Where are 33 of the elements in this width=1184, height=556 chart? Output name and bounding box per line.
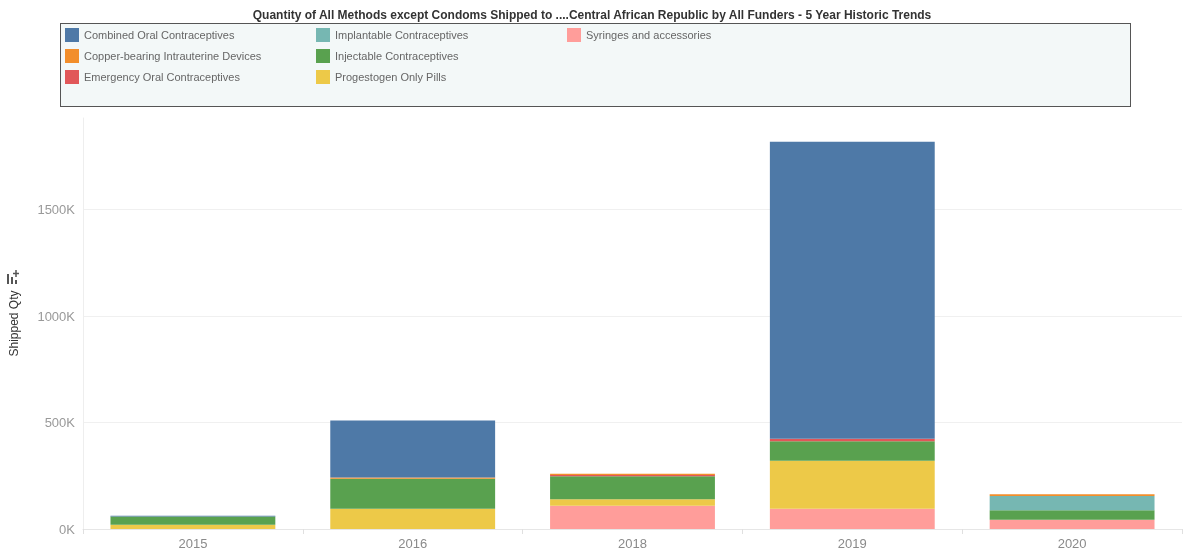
bar — [550, 476, 715, 500]
bar — [769, 441, 935, 461]
bar — [769, 460, 935, 509]
bar — [989, 495, 1155, 511]
y-tick-label: 500K — [44, 415, 76, 431]
y-tick-label: 1500K — [37, 202, 76, 218]
y-tick-label: 0K — [59, 521, 76, 537]
y-axis-title: Shipped Qty — [7, 290, 21, 357]
bar — [769, 508, 935, 529]
bar — [989, 510, 1155, 520]
x-tick-label: 2020 — [1057, 536, 1087, 551]
bar — [330, 420, 496, 478]
legend-label: Combined Oral Contraceptives — [84, 29, 235, 41]
legend-label: Progestogen Only Pills — [335, 71, 447, 83]
y-tick-label: 1000K — [37, 308, 76, 324]
x-tick-label: 2016 — [398, 536, 428, 551]
bar — [110, 516, 276, 525]
x-tick-label: 2015 — [178, 536, 208, 551]
bar — [989, 519, 1155, 529]
bar — [550, 505, 715, 529]
bar — [550, 499, 715, 506]
legend-label: Implantable Contraceptives — [335, 29, 469, 41]
legend-label: Copper-bearing Intrauterine Devices — [84, 50, 262, 62]
x-tick-label: 2019 — [837, 536, 867, 551]
x-tick-label: 2018 — [618, 536, 647, 551]
bar — [330, 478, 496, 509]
legend-label: Injectable Contraceptives — [335, 50, 460, 62]
legend-label: Emergency Oral Contraceptives — [84, 71, 241, 83]
bar — [769, 141, 935, 439]
legend-label: Syringes and accessories — [586, 29, 712, 41]
bar — [110, 524, 276, 529]
chart-title: Quantity of All Methods except Condoms Shipped to ....Central African Republic by All Funders - 5 Year Historic Trends — [252, 8, 932, 22]
bar — [330, 508, 496, 529]
